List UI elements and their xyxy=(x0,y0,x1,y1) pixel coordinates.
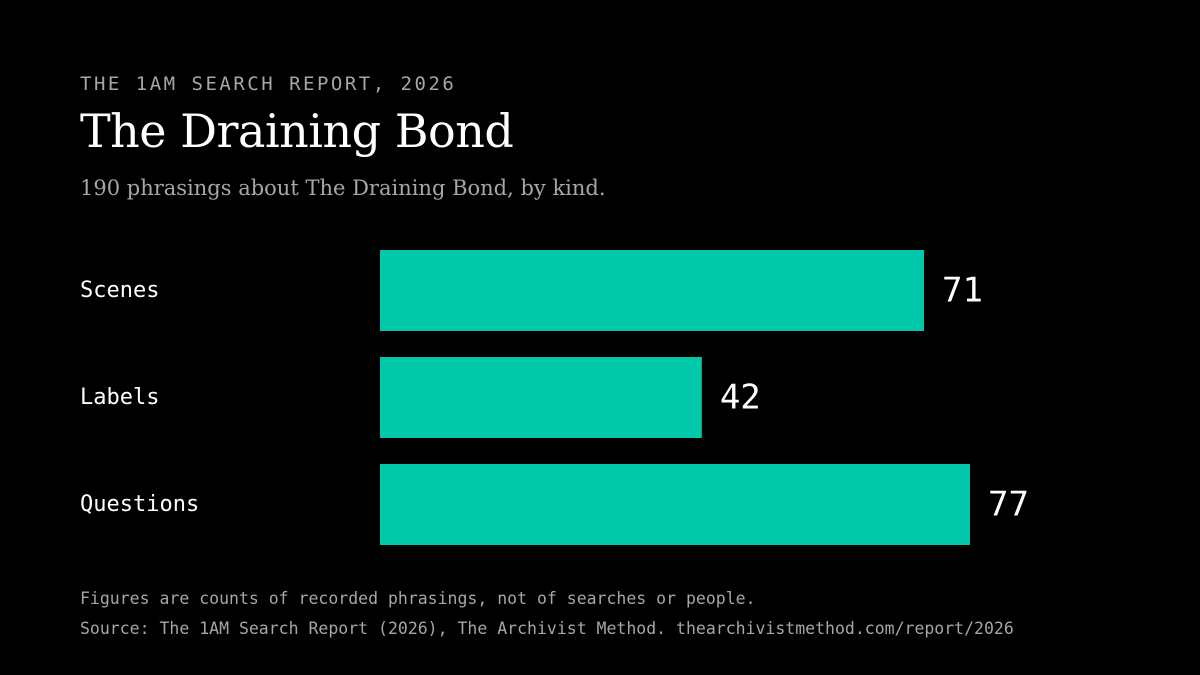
value-label-scenes: 71 xyxy=(942,271,983,311)
bar-labels xyxy=(380,357,702,438)
bar-scenes xyxy=(380,250,925,331)
chart-source: Source: The 1AM Search Report (2026), Th… xyxy=(80,619,1014,638)
chart-subtitle: 190 phrasings about The Draining Bond, b… xyxy=(80,176,606,200)
bar-questions xyxy=(380,464,970,545)
chart-footnote: Figures are counts of recorded phrasings… xyxy=(80,589,756,608)
category-label-questions: Questions xyxy=(80,492,199,517)
category-label-labels: Labels xyxy=(80,385,159,410)
value-label-questions: 77 xyxy=(988,485,1029,525)
report-kicker: THE 1AM SEARCH REPORT, 2026 xyxy=(80,73,457,95)
chart-title: The Draining Bond xyxy=(80,104,514,158)
value-label-labels: 42 xyxy=(720,378,761,418)
category-label-scenes: Scenes xyxy=(80,278,159,303)
